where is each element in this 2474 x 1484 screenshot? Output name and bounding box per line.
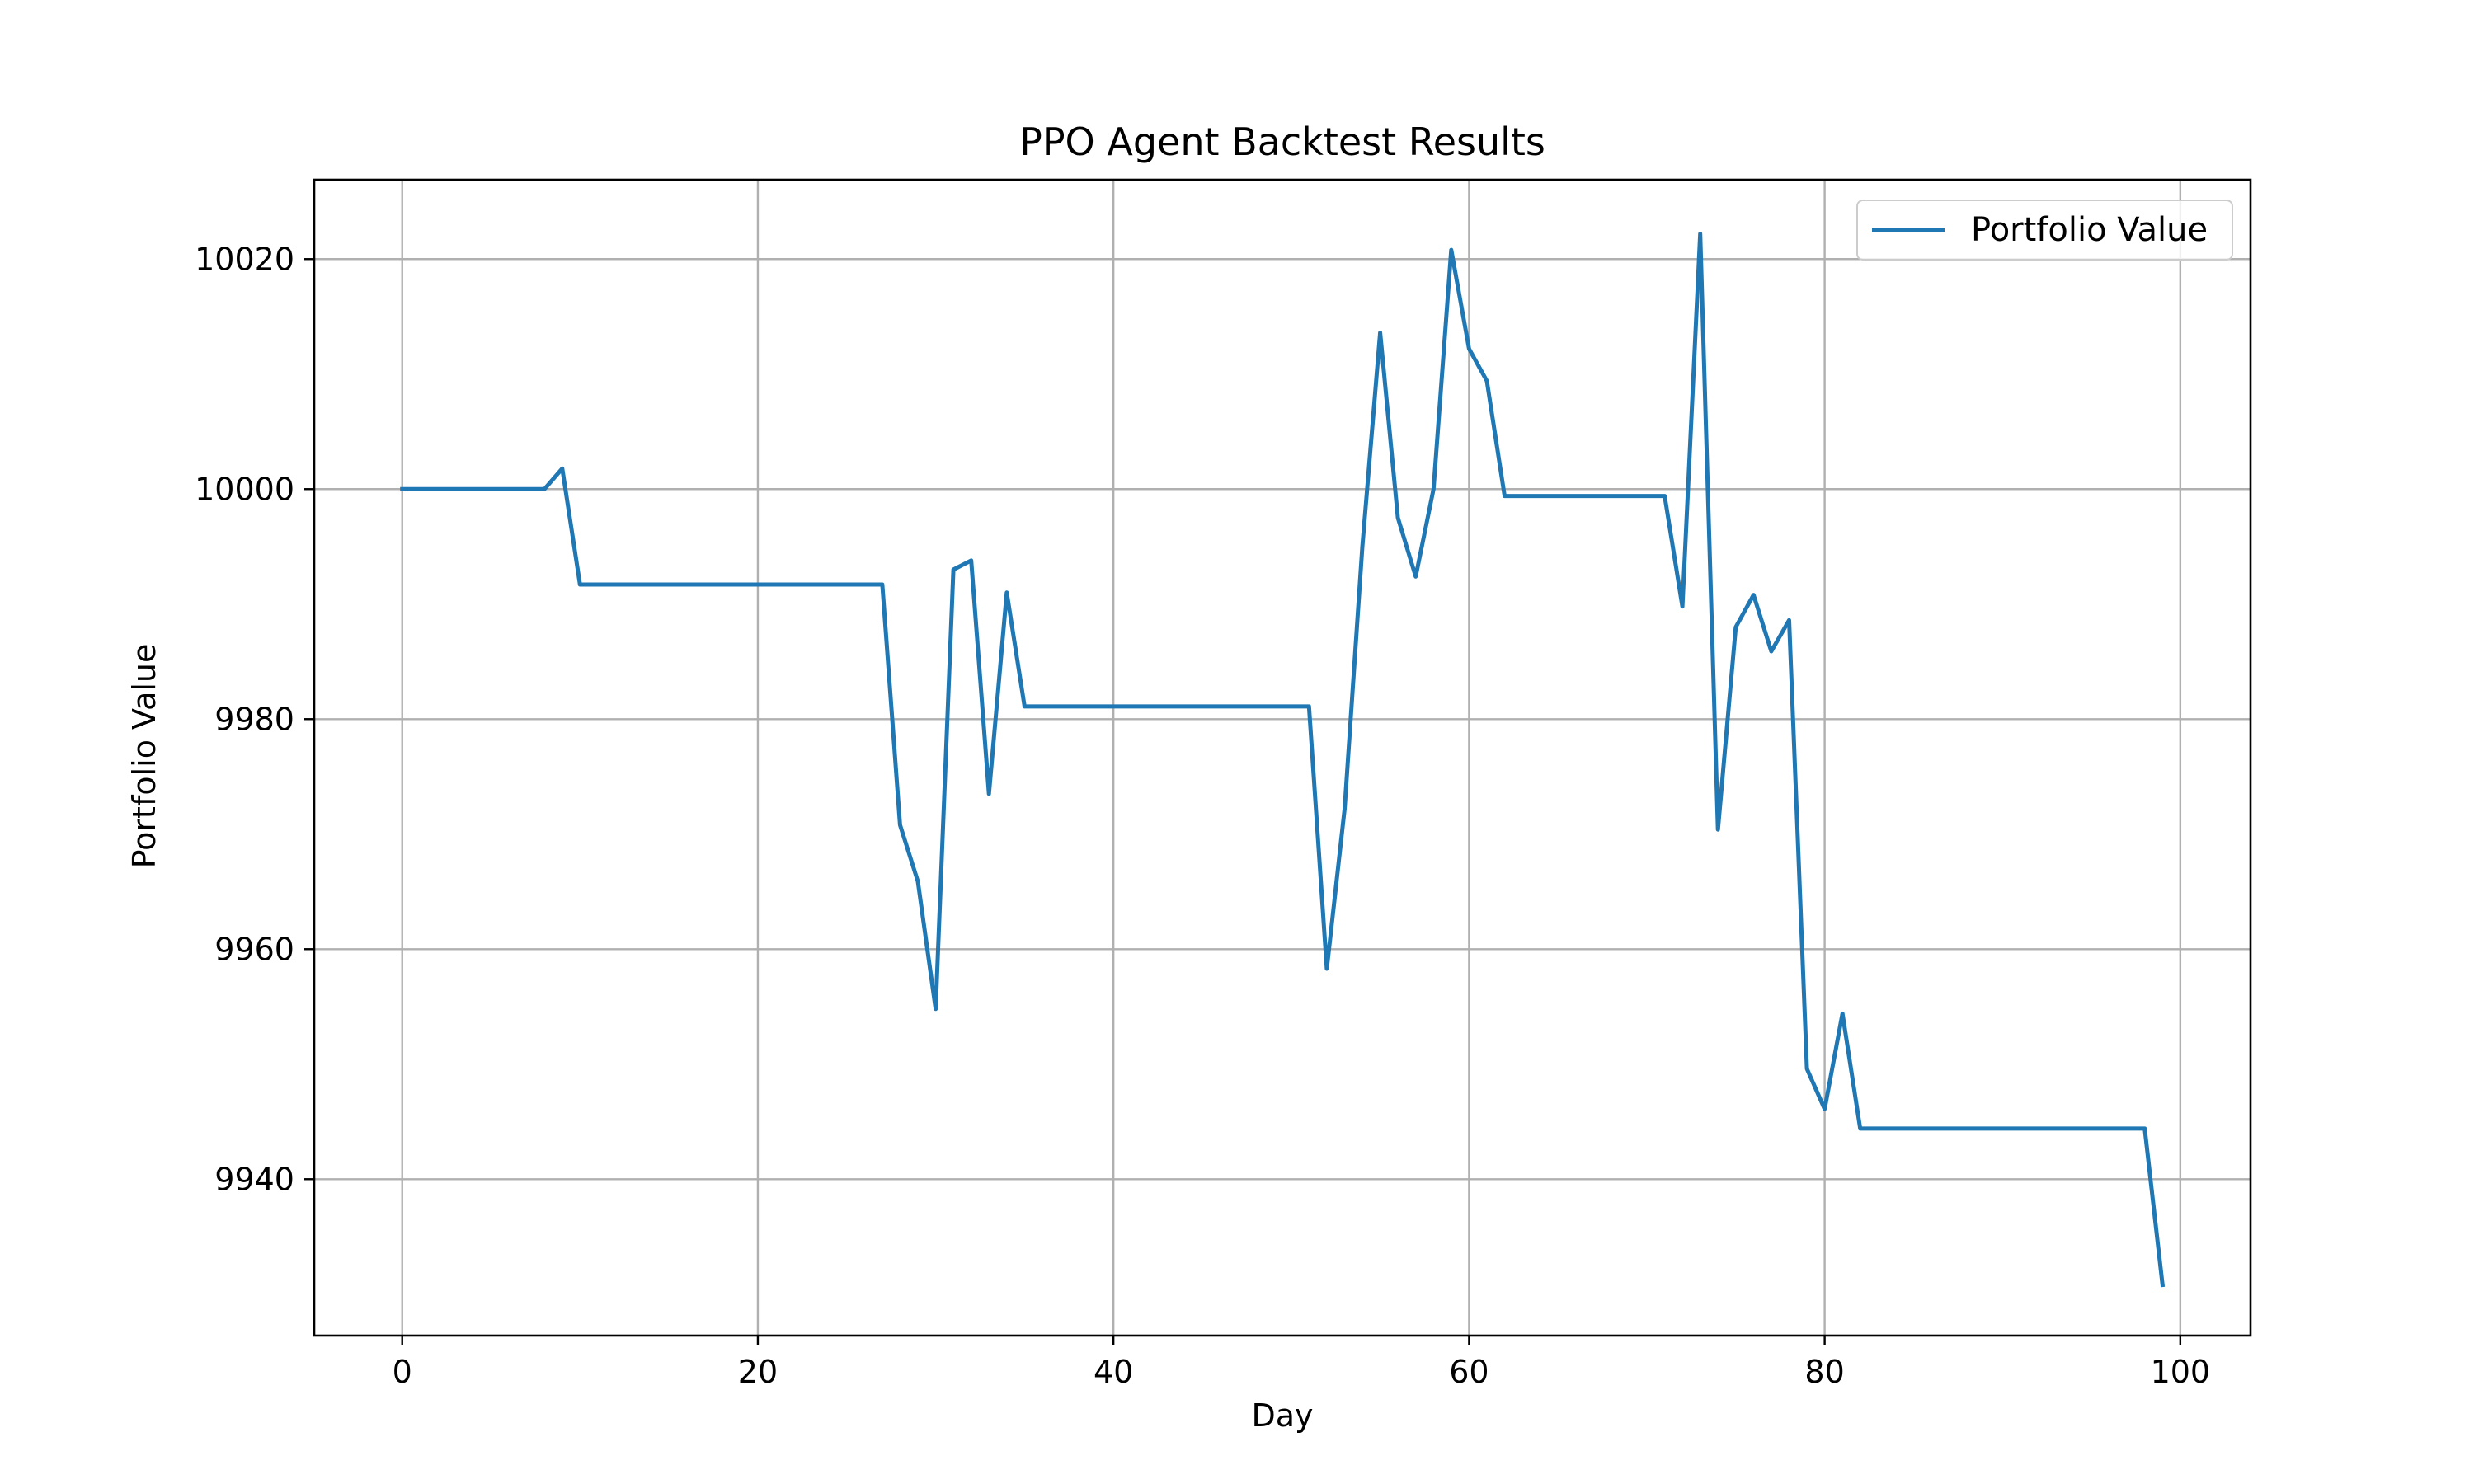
y-tick-label: 10000 xyxy=(195,471,294,507)
series-layer xyxy=(400,232,2166,1288)
x-tick-label: 60 xyxy=(1449,1354,1489,1390)
x-axis-label: Day xyxy=(1251,1397,1313,1434)
y-axis-label: Portfolio Value xyxy=(126,644,162,869)
legend-label: Portfolio Value xyxy=(1971,211,2208,249)
grid xyxy=(314,180,2251,1336)
legend-box xyxy=(1856,200,2233,261)
plot-frame xyxy=(313,178,2252,1337)
x-tick-label: 40 xyxy=(1094,1354,1133,1390)
y-tick-label: 9940 xyxy=(214,1161,294,1197)
x-tick-label: 80 xyxy=(1804,1354,1844,1390)
y-tick-label: 9980 xyxy=(214,701,294,737)
y-tick-label: 10020 xyxy=(195,241,294,277)
x-tick-label: 20 xyxy=(738,1354,778,1390)
series-line-portfolio-value xyxy=(400,232,2166,1288)
chart-title: PPO Agent Backtest Results xyxy=(1019,120,1545,164)
x-tick-label: 0 xyxy=(393,1354,412,1390)
y-axis-ticks: 9940 9960 9980 10000 10020 xyxy=(195,241,314,1197)
legend: Portfolio Value xyxy=(1856,200,2233,261)
y-tick-label: 9960 xyxy=(214,931,294,967)
x-axis-ticks: 0 20 40 60 80 100 xyxy=(393,1336,2210,1390)
x-tick-label: 100 xyxy=(2151,1354,2211,1390)
